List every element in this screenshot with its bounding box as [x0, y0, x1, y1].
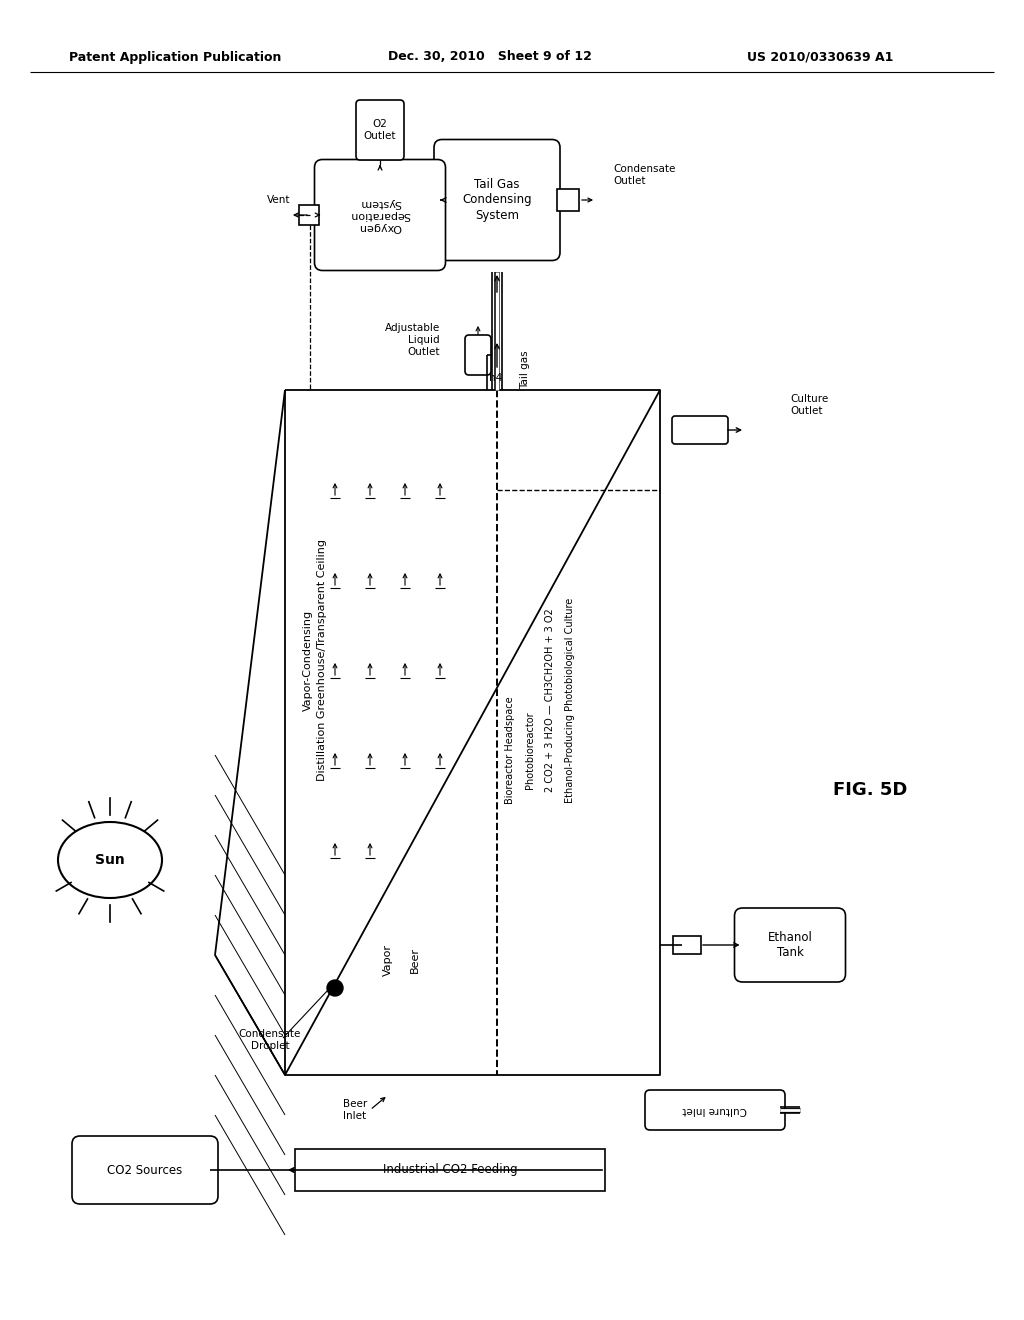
Text: Beer
Inlet: Beer Inlet: [343, 1100, 368, 1121]
Text: Ethanol
Tank: Ethanol Tank: [768, 931, 812, 960]
Text: Oxygen
Separation
System: Oxygen Separation System: [349, 198, 411, 231]
FancyBboxPatch shape: [734, 908, 846, 982]
Bar: [295, 1148, 605, 1191]
Text: CO2 Sources: CO2 Sources: [108, 1163, 182, 1176]
Circle shape: [327, 979, 343, 997]
Text: Sun: Sun: [95, 853, 125, 867]
Bar: [469, 341, 487, 370]
Text: Patent Application Publication: Patent Application Publication: [69, 50, 282, 63]
Text: Dec. 30, 2010   Sheet 9 of 12: Dec. 30, 2010 Sheet 9 of 12: [388, 50, 592, 63]
Text: Vent: Vent: [266, 195, 290, 205]
Text: Beer: Beer: [410, 946, 420, 973]
Text: Vapor: Vapor: [383, 944, 393, 975]
Text: Vapor-Condensing: Vapor-Condensing: [303, 610, 313, 710]
Text: Distillation Greenhouse/Transparent Ceiling: Distillation Greenhouse/Transparent Ceil…: [317, 539, 327, 781]
Text: Culture Inlet: Culture Inlet: [683, 1105, 748, 1115]
Text: Ethanol-Producing Photobiological Culture: Ethanol-Producing Photobiological Cultur…: [565, 598, 575, 803]
Text: Condensate
Outlet: Condensate Outlet: [613, 164, 676, 186]
Bar: [299, 205, 318, 224]
Text: US 2010/0330639 A1: US 2010/0330639 A1: [746, 50, 893, 63]
FancyBboxPatch shape: [72, 1137, 218, 1204]
Text: Culture
Outlet: Culture Outlet: [790, 395, 828, 416]
Text: Industrial CO2 Feeding: Industrial CO2 Feeding: [383, 1163, 517, 1176]
FancyBboxPatch shape: [356, 100, 404, 160]
Text: Condensate
Droplet: Condensate Droplet: [239, 1030, 301, 1051]
Text: Bioreactor Headspace: Bioreactor Headspace: [505, 696, 515, 804]
FancyBboxPatch shape: [434, 140, 560, 260]
FancyBboxPatch shape: [465, 335, 490, 375]
FancyBboxPatch shape: [314, 160, 445, 271]
Text: Tail gas: Tail gas: [520, 351, 530, 389]
Text: Adjustable
Liquid
Outlet: Adjustable Liquid Outlet: [385, 323, 440, 356]
FancyBboxPatch shape: [672, 416, 728, 444]
Text: h4: h4: [489, 374, 503, 383]
FancyBboxPatch shape: [645, 1090, 785, 1130]
Ellipse shape: [58, 822, 162, 898]
Text: 2 CO2 + 3 H2O — CH3CH2OH + 3 O2: 2 CO2 + 3 H2O — CH3CH2OH + 3 O2: [545, 609, 555, 792]
Text: Tail Gas
Condensing
System: Tail Gas Condensing System: [462, 178, 531, 222]
Bar: [673, 936, 701, 954]
Text: O2
Outlet: O2 Outlet: [364, 119, 396, 141]
Text: FIG. 5D: FIG. 5D: [833, 781, 907, 799]
Text: Photobioreactor: Photobioreactor: [525, 711, 535, 789]
Bar: [557, 189, 579, 211]
